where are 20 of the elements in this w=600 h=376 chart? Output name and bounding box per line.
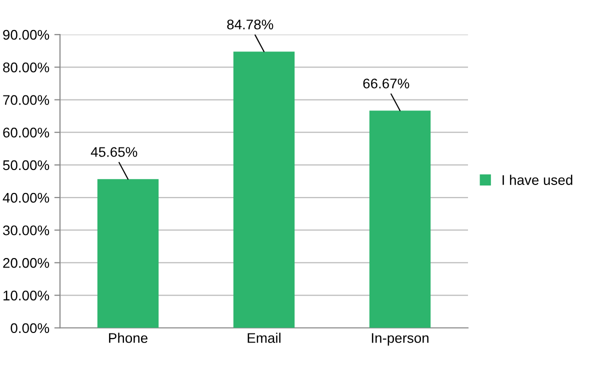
y-tick-label: 30.00% [3,225,50,236]
x-tick-label: Phone [109,332,148,343]
data-label: 66.67% [363,78,410,88]
bar [97,179,159,328]
data-label: 45.65% [90,147,138,157]
y-tick-label: 80.00% [3,62,50,72]
x-tick-label: Email [248,332,280,343]
bar [369,110,431,328]
y-tick-label: 20.00% [3,258,50,268]
data-label: 84.78% [227,20,274,30]
y-tick-label: 90.00% [3,30,50,40]
legend-label: I have used [502,174,572,185]
y-tick-label: 40.00% [2,192,50,203]
y-tick-label: 60.00% [3,128,50,138]
bar [233,52,295,328]
y-tick-label: 10.00% [4,290,50,300]
x-tick-label: In-person [372,333,428,346]
y-tick-label: 0.00% [10,323,50,334]
y-tick-label: 70.00% [3,95,50,105]
y-tick-label: 50.00% [3,160,50,170]
